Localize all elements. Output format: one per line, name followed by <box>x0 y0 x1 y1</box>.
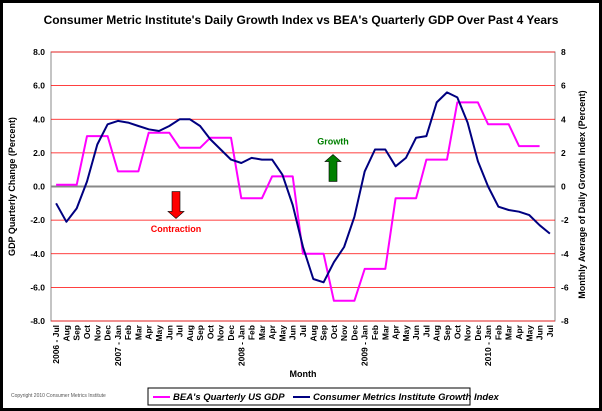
x-tick-label: Aug <box>185 325 195 342</box>
contraction-annotation: Contraction <box>151 224 202 234</box>
x-tick-label: Mar <box>257 324 267 340</box>
x-tick-label: May <box>277 325 287 342</box>
y-tick-left: 2.0 <box>33 148 45 158</box>
x-tick-label: Oct <box>452 325 462 339</box>
x-tick-label: Dec <box>103 325 113 341</box>
copyright-note: Copyright 2010 Consumer Metrics Institut… <box>11 393 106 399</box>
growth-annotation: Growth <box>317 136 349 146</box>
y-tick-left: -6.0 <box>30 282 45 292</box>
y-tick-right: -6 <box>561 282 569 292</box>
x-tick-label: Apr <box>514 324 524 339</box>
y-tick-left: 4.0 <box>33 114 45 124</box>
y-tick-left: -4.0 <box>30 249 45 259</box>
legend-label-cmi: Consumer Metrics Institute Growth Index <box>313 392 500 403</box>
y-tick-left: 6.0 <box>33 81 45 91</box>
x-tick-label: Mar <box>504 324 514 340</box>
series-line-cmi-index <box>55 91 551 284</box>
x-tick-label: Oct <box>329 325 339 339</box>
x-tick-label: Oct <box>82 325 92 339</box>
legend: BEA's Quarterly US GDP Consumer Metrics … <box>147 387 500 406</box>
x-tick-label: Jun <box>411 325 421 340</box>
x-tick-label: May <box>524 325 534 342</box>
y-tick-right: -8 <box>561 316 569 326</box>
growth-arrow-icon <box>324 154 342 182</box>
y-tick-left: -2.0 <box>30 215 45 225</box>
chart-title: Consumer Metric Institute's Daily Growth… <box>44 13 559 27</box>
x-tick-label: Apr <box>144 324 154 339</box>
y-tick-right: -2 <box>561 215 569 225</box>
y-tick-right: -4 <box>561 249 569 259</box>
y-tick-left: 8.0 <box>33 47 45 57</box>
x-tick-label: Aug <box>432 325 442 342</box>
x-tick-label: Nov <box>92 325 102 341</box>
x-tick-label: Nov <box>339 325 349 341</box>
y-tick-right: 0 <box>561 182 566 192</box>
x-tick-label: 2008 - Jan <box>236 325 246 366</box>
x-tick-label: Dec <box>349 325 359 341</box>
x-tick-label: Jul <box>175 325 185 337</box>
x-tick-label: Dec <box>473 325 483 341</box>
x-tick-label: 2007 - Jan <box>113 325 123 366</box>
x-tick-label: Sep <box>72 325 82 341</box>
y-tick-right: 6 <box>561 81 566 91</box>
x-tick-label: Feb <box>247 325 257 340</box>
x-tick-label: Sep <box>319 325 329 341</box>
x-tick-label: 2009 - Jan <box>360 325 370 366</box>
y-tick-left: -8.0 <box>30 316 45 326</box>
x-tick-label: Jun <box>164 325 174 340</box>
x-tick-label: Feb <box>370 325 380 340</box>
x-tick-label: May <box>401 325 411 342</box>
x-tick-label: Nov <box>463 325 473 341</box>
x-tick-label: Aug <box>61 325 71 342</box>
x-tick-label: Jun <box>535 325 545 340</box>
contraction-arrow-icon <box>167 191 185 219</box>
x-tick-label: Oct <box>205 325 215 339</box>
y-tick-right: 8 <box>561 47 566 57</box>
x-tick-label: Apr <box>267 324 277 339</box>
x-tick-label: 2010 - Jan <box>483 325 493 366</box>
x-tick-label: Feb <box>123 325 133 340</box>
x-tick-label: Aug <box>308 325 318 342</box>
x-tick-label: Jun <box>288 325 298 340</box>
x-tick-label: Mar <box>380 324 390 340</box>
y-axis-label-left: GDP Quarterly Change (Percent) <box>7 117 17 256</box>
x-tick-label: Jul <box>421 325 431 337</box>
x-tick-label: Apr <box>391 324 401 339</box>
x-tick-label: Sep <box>195 325 205 341</box>
y-axis-label-right: Monthly Average of Daily Growth Index (P… <box>577 90 587 298</box>
y-tick-right: 2 <box>561 148 566 158</box>
x-tick-label: Jul <box>545 325 555 337</box>
y-tick-left: 0.0 <box>33 182 45 192</box>
y-tick-right: 4 <box>561 114 566 124</box>
x-tick-label: Mar <box>133 324 143 340</box>
chart-frame: Consumer Metric Institute's Daily Growth… <box>3 3 599 408</box>
x-tick-label: Jul <box>298 325 308 337</box>
legend-label-bea: BEA's Quarterly US GDP <box>173 392 285 403</box>
x-tick-label: Nov <box>216 325 226 341</box>
x-tick-label: 2006 - Jul <box>51 325 61 364</box>
x-tick-label: May <box>154 325 164 342</box>
x-tick-label: Dec <box>226 325 236 341</box>
chart: Consumer Metric Institute's Daily Growth… <box>7 13 587 406</box>
x-tick-label: Feb <box>493 325 503 340</box>
x-tick-label: Sep <box>442 325 452 341</box>
x-axis-label: Month <box>290 369 317 379</box>
